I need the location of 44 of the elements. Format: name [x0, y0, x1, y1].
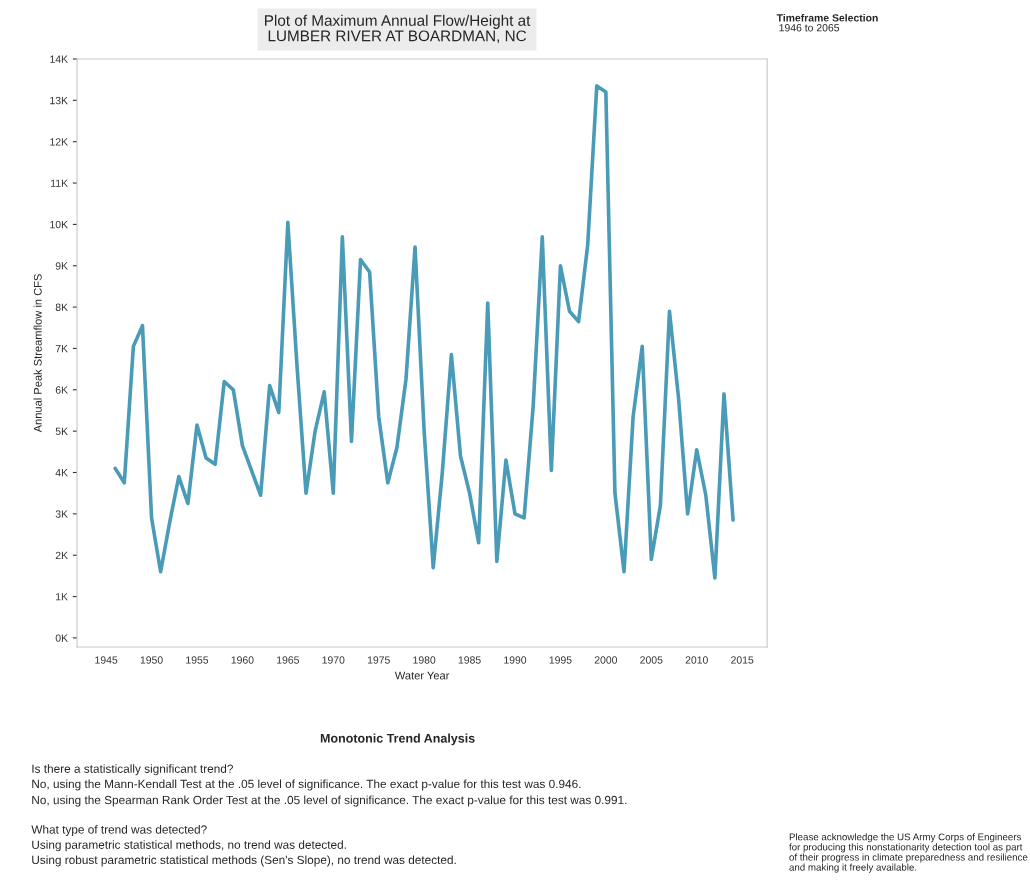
- text: What type of trend was detected?: [31, 825, 207, 837]
- x-tick-label: 1985: [458, 656, 481, 664]
- text: Timeframe Selection: [776, 13, 878, 22]
- y-tick-label: 4K: [55, 469, 68, 477]
- x-tick-label: 2010: [685, 656, 708, 664]
- text: Using parametric statistical methods, no trend was detected.: [32, 840, 346, 852]
- x-axis-title: Water Year: [394, 671, 450, 680]
- text: No, using the Mann-Kendall Test at the .05 level of significance. The exact p-value for this test was 0.946.: [32, 779, 581, 791]
- text: 1946 to 2065: [779, 24, 840, 32]
- x-tick-label: 1965: [277, 656, 299, 664]
- y-tick-label: 6K: [55, 386, 68, 394]
- x-tick-label: 2005: [640, 656, 663, 664]
- x-tick-label: 1950: [140, 656, 163, 664]
- x-tick-label: 1980: [413, 656, 436, 664]
- y-tick-label: 9K: [55, 262, 68, 270]
- x-tick-label: 2000: [594, 656, 618, 664]
- y-axis-title: Annual Peak Streamflow in CFS: [33, 274, 42, 433]
- y-tick-label: 11K: [51, 179, 68, 187]
- x-tick-label: 1955: [186, 656, 209, 664]
- x-tick-label: 1975: [367, 656, 390, 664]
- y-tick-label: 13K: [50, 96, 68, 105]
- y-tick-label: 14K: [50, 55, 68, 63]
- text: Using robust parametric statistical methods (Sen's Slope), no trend was detected.: [32, 855, 456, 867]
- text: Is there a statistically significant trend?: [32, 764, 233, 776]
- text: Please acknowledge the US Army Corps of Engineers for producing this nonstationarity detection tool as part of their progress in climate preparedness and resilience and making it freely available.: [789, 833, 1028, 873]
- y-tick-label: 3K: [55, 510, 68, 518]
- x-tick-label: 2015: [731, 656, 754, 664]
- y-tick-label: 0K: [55, 634, 68, 642]
- y-tick-label: 8K: [55, 303, 68, 311]
- x-tick-label: 1995: [549, 656, 572, 664]
- x-tick-label: 1990: [504, 656, 527, 664]
- text: Monotonic Trend Analysis: [320, 733, 475, 746]
- x-tick-label: 1945: [95, 656, 118, 664]
- text: No, using the Spearman Rank Order Test at the .05 level of significance. The exact p-value for this test was 0.991.: [32, 795, 627, 807]
- y-tick-label: 5K: [55, 427, 68, 436]
- y-tick-label: 12K: [50, 138, 68, 146]
- chart-title: Plot of Maximum Annual Flow/Height at LUMBER RIVER AT BOARDMAN, NC: [265, 14, 531, 44]
- y-tick-label: 1K: [56, 593, 68, 601]
- y-tick-label: 2K: [55, 551, 68, 559]
- x-tick-label: 1960: [231, 656, 254, 664]
- y-tick-label: 10K: [50, 220, 68, 229]
- x-tick-label: 1970: [322, 656, 345, 664]
- y-tick-label: 7K: [55, 345, 68, 353]
- line-series: [113, 84, 735, 580]
